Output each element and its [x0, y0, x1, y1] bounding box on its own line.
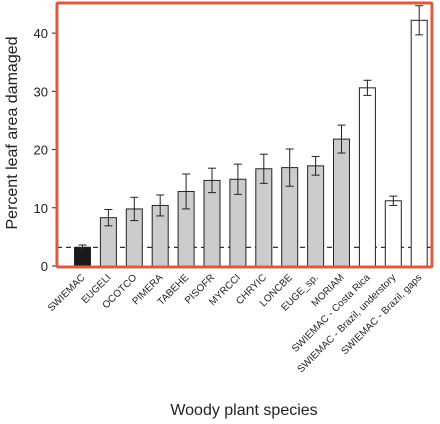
x-axis-label: Woody plant species [170, 402, 317, 419]
y-tick-label: 30 [34, 84, 48, 99]
bar [308, 166, 324, 266]
y-tick-label: 0 [41, 259, 48, 274]
y-tick-label: 20 [34, 143, 48, 158]
y-axis-label: Percent leaf area damaged [4, 36, 21, 229]
chart-axes: 0 10 20 30 40 [34, 4, 57, 274]
bar [334, 139, 350, 266]
x-tick-label: SWIEMAC [46, 272, 88, 314]
bar [204, 180, 220, 266]
x-tick-labels: SWIEMACEUGELIOCOTCOPIMERATABEHEPISOFRMYR… [46, 272, 424, 375]
bars-group [75, 20, 428, 266]
bar [359, 88, 375, 266]
y-tick-label: 40 [34, 26, 48, 41]
bar [385, 201, 401, 266]
y-tick-label: 10 [34, 201, 48, 216]
bar [411, 20, 427, 266]
